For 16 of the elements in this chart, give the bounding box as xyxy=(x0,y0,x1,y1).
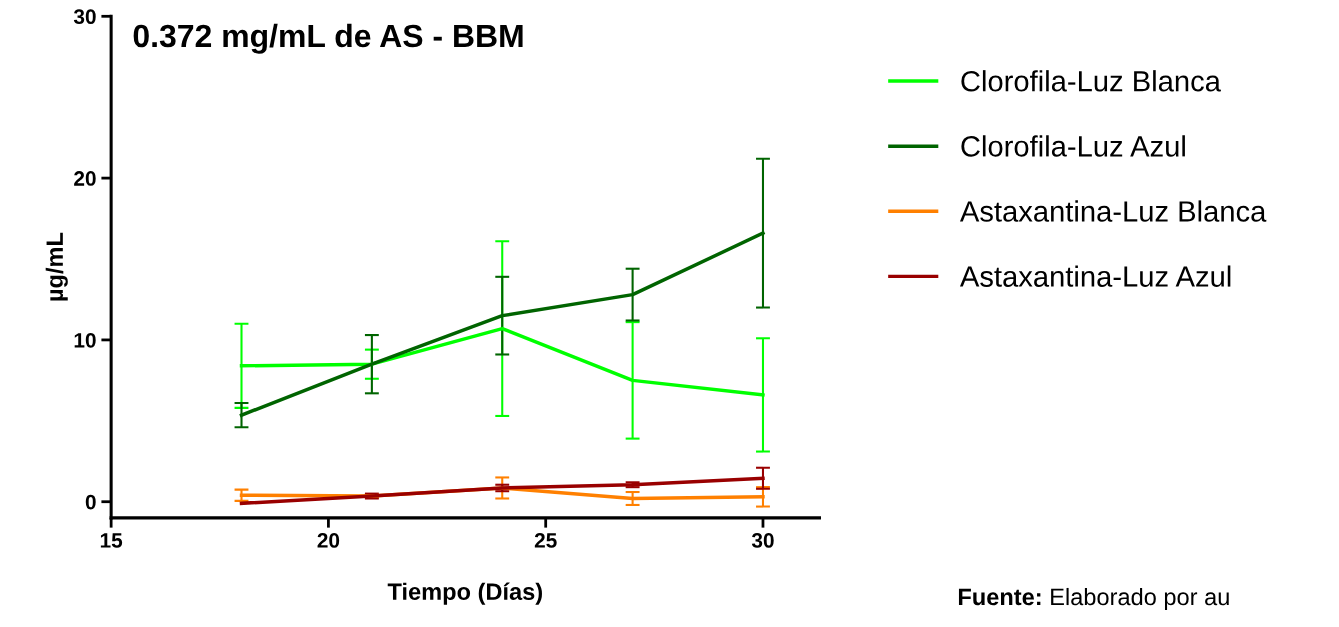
y-tick-label: 10 xyxy=(74,332,96,348)
y-tick-label: 20 xyxy=(74,171,96,186)
x-axis-title: Tiempo (Días) xyxy=(387,582,542,605)
x-tick-label: 30 xyxy=(751,533,774,548)
y-tick-label: 30 xyxy=(73,9,96,25)
chart-title: 0.372 mg/mL de AS - BBM xyxy=(133,23,523,54)
x-tick-label: 25 xyxy=(534,533,557,548)
legend-label: Clorofila-Luz Azul xyxy=(961,135,1185,157)
source-note: Fuente: Elaborado por au xyxy=(958,587,1229,610)
x-tick-label: 20 xyxy=(317,533,340,548)
x-tick-label: 15 xyxy=(100,533,123,548)
legend-label: Clorofila-Luz Blanca xyxy=(961,70,1221,92)
y-tick-label: 0 xyxy=(85,494,96,510)
y-axis-title: µg/mL xyxy=(45,232,68,301)
legend-label: Astaxantina-Luz Blanca xyxy=(959,200,1267,222)
legend-label: Astaxantina-Luz Azul xyxy=(959,265,1231,287)
